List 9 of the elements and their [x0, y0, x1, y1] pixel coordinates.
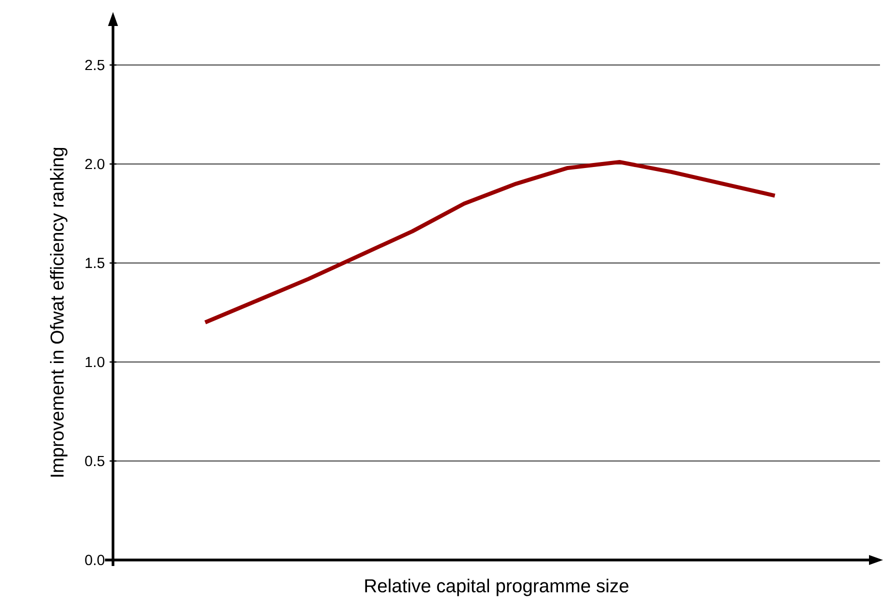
y-tick-label: 0.0	[85, 554, 104, 566]
y-tick-label: 1.0	[86, 356, 104, 368]
line-series	[203, 160, 777, 324]
y-axis-title: Improvement in Ofwat efficiency ranking	[50, 148, 68, 477]
y-tick-label: 2.0	[85, 158, 104, 170]
y-tick-label: 2.5	[85, 60, 104, 70]
y-tick-label: 0.5	[85, 456, 104, 466]
x-axis-title: Relative capital programme size	[365, 578, 628, 596]
y-tick-label: 1.5	[86, 258, 104, 268]
